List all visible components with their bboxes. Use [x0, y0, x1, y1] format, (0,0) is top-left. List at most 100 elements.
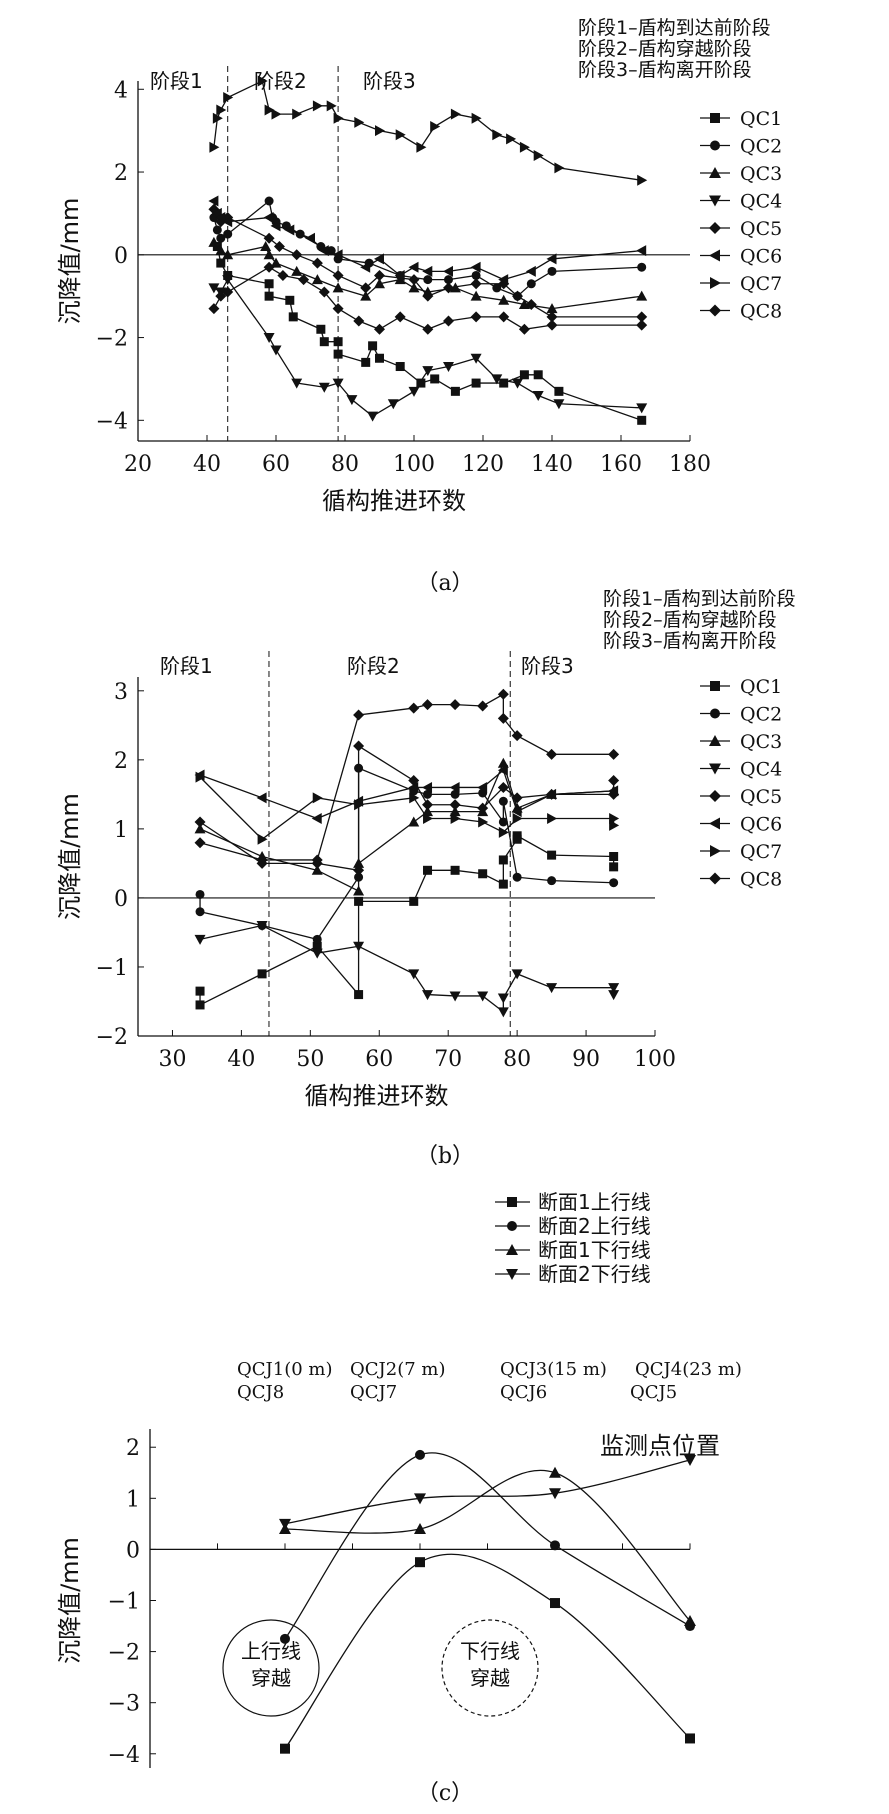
data-point	[195, 907, 205, 917]
y-tick-label: −2	[108, 1641, 140, 1666]
data-point	[449, 699, 461, 711]
series-line	[199, 769, 614, 820]
data-point	[319, 337, 329, 347]
series-line	[199, 744, 615, 872]
series-QC2	[209, 196, 647, 301]
data-point	[367, 411, 379, 422]
data-point	[518, 298, 530, 309]
data-point	[550, 1540, 560, 1551]
y-tick-label: −1	[108, 1590, 140, 1615]
data-point	[499, 378, 509, 388]
series-QC6	[208, 195, 647, 286]
series-line	[284, 1469, 691, 1622]
data-point	[525, 265, 536, 277]
data-point	[416, 141, 427, 153]
data-point	[409, 896, 419, 906]
data-point	[546, 303, 558, 314]
data-point	[395, 129, 406, 141]
y-tick-label: 0	[126, 1538, 140, 1563]
data-point	[547, 266, 557, 276]
data-point	[422, 781, 433, 793]
series-line	[199, 776, 615, 841]
data-point	[546, 253, 557, 265]
data-point	[212, 112, 223, 124]
legend-marker	[710, 277, 721, 289]
x-axis-label: 循构推进环数	[322, 487, 466, 515]
y-axis-label: 沉降值/mm	[56, 793, 84, 920]
data-point	[546, 319, 558, 331]
data-point	[546, 788, 557, 800]
x-tick-label: 140	[531, 452, 573, 477]
series-断面2下行线	[279, 1454, 696, 1530]
data-point	[471, 270, 481, 280]
legend-label: QC5	[740, 218, 782, 240]
data-point	[291, 378, 303, 389]
data-point	[492, 129, 503, 141]
data-point	[550, 1598, 560, 1609]
data-point	[498, 879, 508, 889]
chart-b: 30 40 50 60 70 80 90 100 −2 −1 0 1 2 3 阶段1 阶段2 阶段3 阶段1–盾构…	[56, 588, 796, 1169]
data-point	[264, 279, 274, 289]
data-point	[208, 195, 219, 207]
data-point	[360, 282, 372, 294]
data-point	[311, 274, 323, 285]
legend-marker	[709, 304, 721, 317]
data-point	[354, 990, 364, 1000]
data-point	[471, 112, 482, 124]
data-point	[311, 854, 323, 866]
legend-marker	[709, 167, 721, 178]
data-point	[684, 1614, 696, 1626]
data-point	[497, 688, 509, 700]
legend-label: 断面1下行线	[538, 1238, 651, 1262]
data-point	[374, 323, 385, 335]
station-label: QCJ4(23 m)	[635, 1359, 742, 1380]
data-point	[430, 121, 441, 133]
data-point	[408, 781, 419, 793]
data-point	[332, 282, 344, 293]
data-point	[194, 934, 206, 945]
data-point	[316, 324, 326, 334]
data-point	[209, 141, 220, 153]
data-point	[497, 1007, 509, 1018]
data-point	[450, 386, 460, 396]
data-point	[257, 833, 268, 845]
series-QC8	[208, 261, 648, 335]
data-point	[333, 349, 343, 359]
legend-marker	[507, 1221, 517, 1231]
data-point	[497, 712, 509, 724]
y-tick-label: −3	[108, 1692, 140, 1717]
data-point	[497, 993, 509, 1004]
x-tick-label: 20	[124, 452, 152, 477]
caption: （b）	[416, 1144, 474, 1169]
data-point	[512, 872, 522, 882]
legend-marker	[506, 1244, 518, 1255]
legend-label: QC3	[740, 163, 782, 185]
data-point	[422, 799, 434, 811]
legend-marker	[710, 113, 720, 123]
data-point	[291, 265, 303, 276]
data-point	[354, 116, 365, 128]
annotation-label: 下行线	[460, 1639, 520, 1663]
data-point	[332, 378, 344, 389]
annotation-label: 穿越	[251, 1666, 291, 1690]
data-point	[423, 789, 433, 799]
data-point	[553, 399, 565, 410]
y-tick-label: −4	[108, 1743, 140, 1768]
series-line	[213, 80, 642, 181]
legend-label: QC4	[740, 191, 782, 213]
data-point	[354, 799, 365, 811]
data-point	[215, 290, 227, 302]
data-point	[368, 341, 378, 351]
legend-label: QC5	[740, 786, 782, 808]
data-point	[608, 990, 620, 1001]
data-point	[216, 258, 226, 268]
series-line	[199, 693, 614, 861]
data-point	[208, 303, 220, 315]
data-point	[519, 370, 529, 380]
data-point	[273, 241, 285, 253]
series-line	[284, 1553, 691, 1750]
data-point	[422, 366, 434, 377]
data-point	[409, 792, 420, 804]
